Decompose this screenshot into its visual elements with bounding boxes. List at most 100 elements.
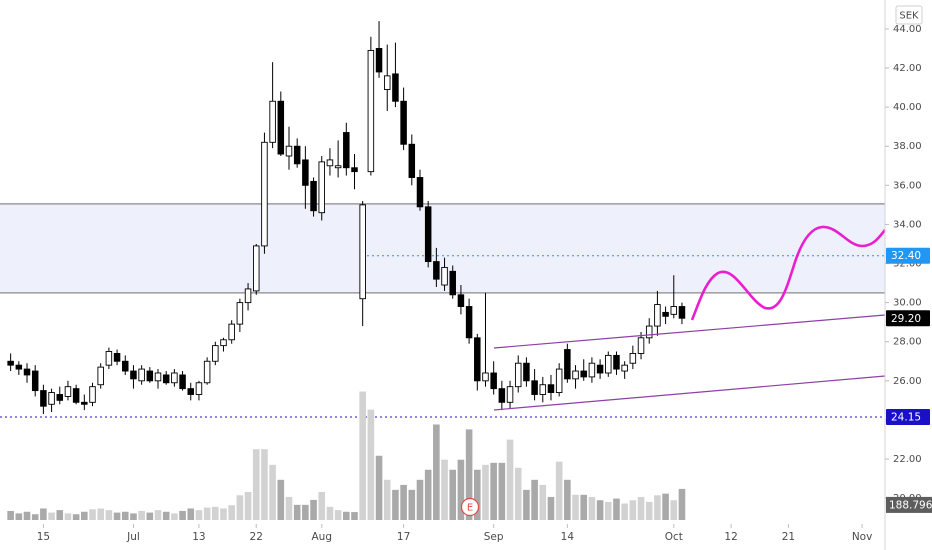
candle-body (539, 384, 547, 395)
price-label-box (886, 247, 930, 264)
candle-body (277, 100, 285, 155)
candle-body (236, 302, 244, 325)
price-label: 24.15 (891, 411, 921, 423)
candle-body (400, 100, 407, 145)
volume-bar (441, 459, 448, 520)
volume-bar (179, 510, 186, 520)
volume-bar (498, 462, 506, 520)
candle-body (23, 368, 31, 376)
candle-body (97, 366, 104, 386)
candle-body (531, 380, 538, 395)
candle-body (605, 354, 612, 374)
axis-layer: 20.0022.0024.0026.0028.0030.0032.0034.00… (37, 24, 932, 543)
candle-body (105, 351, 113, 366)
candle-body (474, 337, 481, 382)
x-tick-label: Nov (852, 531, 873, 543)
candle-body (351, 167, 358, 173)
volume-bar (629, 500, 637, 520)
volume-bar (31, 514, 39, 520)
volume-bar (670, 500, 678, 520)
y-tick-label: 36.00 (893, 180, 922, 191)
y-tick-label: 32.00 (893, 259, 922, 270)
candle-body (416, 177, 424, 208)
candle-body (408, 143, 416, 178)
candle-body (326, 159, 334, 167)
volume-bar (236, 495, 244, 520)
volume-bar (130, 513, 137, 520)
volume-bar (424, 469, 432, 520)
candle-body (555, 368, 563, 393)
y-tick-label: 38.00 (893, 141, 922, 152)
volume-bar (72, 514, 80, 520)
y-tick-label: 34.00 (893, 219, 922, 230)
x-tick-label: Jul (126, 531, 140, 543)
volume-bar (187, 508, 195, 520)
candle-body (138, 368, 145, 382)
volume-bar (416, 479, 424, 520)
volume-bar (514, 467, 522, 520)
volume-layer (7, 391, 686, 520)
volume-bar (285, 496, 293, 520)
candle-body (195, 382, 203, 395)
volume-bar (351, 512, 358, 520)
y-tick-label: 30.00 (893, 298, 922, 309)
volume-bar (359, 391, 366, 520)
volume-bar (252, 449, 260, 520)
candle-body (318, 161, 325, 214)
volume-bar (662, 493, 669, 520)
background-layer (0, 203, 885, 418)
earnings-marker[interactable] (460, 497, 480, 517)
candle-body (228, 323, 235, 341)
volume-bar (572, 494, 579, 520)
volume-bar (539, 484, 547, 520)
candle-body (64, 386, 72, 397)
candle-body (113, 352, 121, 362)
volume-bar (146, 512, 154, 520)
volume-bar (334, 510, 342, 520)
candle-body (7, 360, 14, 366)
candle-body (367, 49, 375, 173)
volume-bar (375, 455, 383, 520)
candle-body (261, 141, 268, 247)
candle-body (154, 372, 162, 382)
y-tick-label: 40.00 (893, 102, 922, 113)
volume-bar (220, 508, 227, 520)
volume-bar (645, 501, 653, 520)
candle-body (580, 370, 587, 378)
volume-bar (367, 409, 375, 520)
y-tick-label: 22.00 (893, 454, 922, 465)
candle-body (441, 266, 448, 286)
volume-bar (408, 489, 416, 520)
volume-bar (203, 507, 211, 520)
candle-body (72, 388, 80, 403)
candle-body (392, 73, 399, 102)
volume-bar (613, 498, 620, 520)
y-tick-label: 28.00 (893, 337, 922, 348)
volume-bar (555, 461, 563, 520)
candle-body (302, 159, 309, 186)
candle-body (465, 306, 473, 339)
candle-body (48, 392, 55, 405)
candle-body (40, 390, 47, 407)
volume-bar (383, 479, 391, 520)
volume-bar (121, 511, 129, 520)
volume-bar (23, 511, 31, 520)
candle-body (89, 386, 96, 403)
candle-body (334, 165, 342, 169)
x-tick-label: 22 (250, 531, 263, 543)
candle-body (244, 288, 252, 304)
volume-bar (343, 511, 350, 520)
price-label: 29.20 (891, 313, 921, 325)
candle-body (670, 306, 678, 315)
candle-body (449, 270, 456, 296)
volume-bar (637, 496, 645, 520)
volume-bar (604, 501, 612, 520)
volume-bar (228, 505, 235, 520)
currency-label: SEK (899, 11, 919, 22)
candle-body (56, 394, 64, 401)
y-tick-label: 26.00 (893, 376, 922, 387)
volume-bar (482, 464, 489, 520)
volume-bar (654, 495, 661, 520)
candle-body (596, 364, 604, 374)
